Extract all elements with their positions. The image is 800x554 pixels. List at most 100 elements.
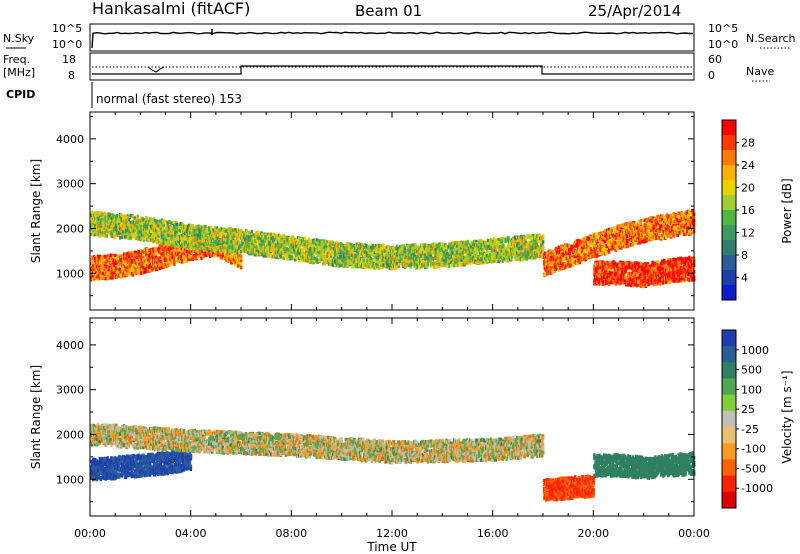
echo-cell: [116, 275, 119, 279]
echo-cell: [196, 253, 199, 257]
echo-cell: [205, 233, 208, 237]
echo-cell: [240, 254, 243, 259]
echo-cell: [92, 267, 96, 271]
echo-cell: [217, 238, 221, 243]
echo-cell: [209, 239, 212, 244]
echo-cell: [150, 264, 153, 268]
echo-cell: [196, 255, 199, 259]
echo-cell: [153, 230, 157, 235]
echo-cell: [161, 228, 164, 232]
echo-cell: [162, 263, 165, 267]
echo-cell: [107, 271, 110, 275]
echo-cell: [119, 236, 122, 240]
echo-cell: [121, 230, 125, 235]
echo-cell: [98, 254, 102, 259]
echo-cell: [115, 262, 118, 266]
echo-cell: [123, 257, 127, 261]
echo-cell: [191, 224, 194, 228]
echo-cell: [117, 217, 120, 221]
echo-cell: [105, 234, 108, 238]
echo-cell: [90, 219, 93, 224]
echo-cell: [225, 254, 228, 259]
echo-cell: [190, 226, 194, 231]
echo-cell: [208, 247, 211, 251]
echo-cell: [115, 233, 118, 237]
echo-cell: [94, 220, 98, 224]
echo-cell: [205, 228, 208, 232]
echo-cell: [209, 229, 212, 233]
echo-cell: [124, 262, 128, 266]
echo-cell: [270, 232, 273, 236]
nave-label: Nave: [746, 65, 774, 78]
echo-cell: [114, 253, 117, 258]
echo-cell: [215, 242, 219, 246]
echo-cell: [214, 250, 218, 254]
echo-cell: [168, 219, 171, 224]
echo-cell: [116, 256, 119, 260]
echo-cell: [145, 233, 148, 237]
echo-cell: [160, 252, 164, 256]
echo-cell: [94, 270, 98, 274]
echo-cell: [146, 252, 149, 257]
echo-cell: [150, 253, 153, 257]
echo-cell: [250, 229, 254, 234]
echo-cell: [139, 230, 142, 234]
echo-cell: [147, 223, 150, 227]
echo-cell: [154, 234, 158, 238]
echo-cell: [159, 259, 163, 264]
echo-cell: [183, 249, 187, 253]
echo-cell: [124, 215, 128, 219]
echo-cell: [126, 225, 130, 230]
cpid-label: CPID: [6, 88, 35, 101]
echo-cell: [167, 263, 170, 267]
echo-cell: [96, 211, 100, 215]
echo-cell: [208, 235, 211, 239]
echo-cell: [214, 253, 218, 257]
echo-cell: [199, 225, 202, 229]
echo-cell: [212, 252, 215, 256]
echo-cell: [198, 227, 201, 232]
echo-cell: [103, 225, 106, 229]
echo-cell: [97, 227, 101, 231]
echo-cell: [117, 259, 120, 264]
echo-cell: [91, 263, 95, 268]
echo-cell: [151, 221, 155, 225]
echo-cell: [193, 232, 196, 237]
echo-cell: [143, 236, 146, 240]
echo-cell: [176, 222, 179, 227]
echo-cell: [109, 228, 112, 232]
echo-cell: [93, 223, 97, 228]
echo-cell: [116, 214, 119, 218]
echo-cell: [177, 243, 180, 247]
echo-cell: [130, 268, 134, 273]
echo-cell: [141, 250, 144, 254]
echo-cell: [118, 221, 121, 225]
echo-cell: [198, 253, 201, 258]
echo-cell: [107, 276, 110, 280]
echo-cell: [101, 255, 104, 259]
noise-panel: N.Sky 10^5 10^0 10^5 10^0 N.Search: [3, 22, 796, 52]
echo-cell: [193, 249, 196, 253]
echo-cell: [136, 214, 139, 219]
echo-cell: [165, 257, 168, 262]
echo-cell: [221, 254, 224, 258]
echo-cell: [174, 232, 177, 236]
echo-cell: [101, 222, 104, 226]
echo-cell: [203, 249, 206, 254]
echo-cell: [184, 244, 188, 248]
echo-cell: [151, 267, 155, 271]
echo-cell: [132, 258, 135, 262]
echo-cell: [126, 269, 130, 274]
echo-cell: [158, 249, 162, 253]
echo-cell: [219, 232, 223, 236]
echo-cell: [107, 265, 110, 269]
echo-cell: [161, 255, 164, 259]
echo-cell: [233, 262, 236, 266]
echo-cell: [121, 270, 124, 274]
echo-cell: [131, 273, 134, 277]
echo-cell: [128, 272, 132, 276]
echo-cell: [194, 252, 197, 256]
echo-cell: [206, 247, 209, 251]
echo-cell: [136, 222, 139, 227]
nsky-label: N.Sky: [3, 32, 35, 45]
